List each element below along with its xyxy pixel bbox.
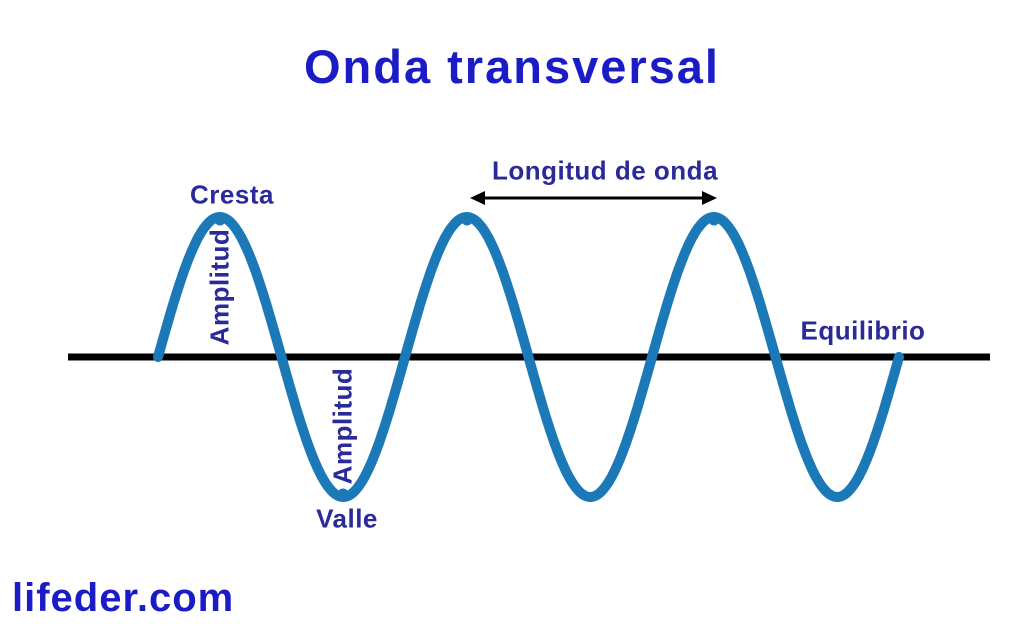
marker-dot bbox=[461, 214, 473, 226]
marker-dot bbox=[708, 214, 720, 226]
label-amplitude-bottom: Amplitud bbox=[327, 367, 358, 485]
arrowhead-left-icon bbox=[470, 191, 485, 205]
wave-path bbox=[153, 212, 904, 502]
label-crest: Cresta bbox=[190, 179, 274, 210]
label-wavelength: Longitud de onda bbox=[491, 155, 719, 186]
label-trough: Valle bbox=[316, 503, 378, 534]
marker-dot bbox=[337, 488, 349, 500]
watermark: lifeder.com bbox=[12, 576, 235, 620]
label-equilibrium: Equilibrio bbox=[800, 315, 926, 346]
arrowhead-right-icon bbox=[702, 191, 717, 205]
wavelength-arrow bbox=[470, 191, 717, 205]
diagram-title: Onda transversal bbox=[303, 40, 720, 93]
label-amplitude-top: Amplitud bbox=[204, 228, 235, 346]
marker-dot bbox=[214, 214, 226, 226]
